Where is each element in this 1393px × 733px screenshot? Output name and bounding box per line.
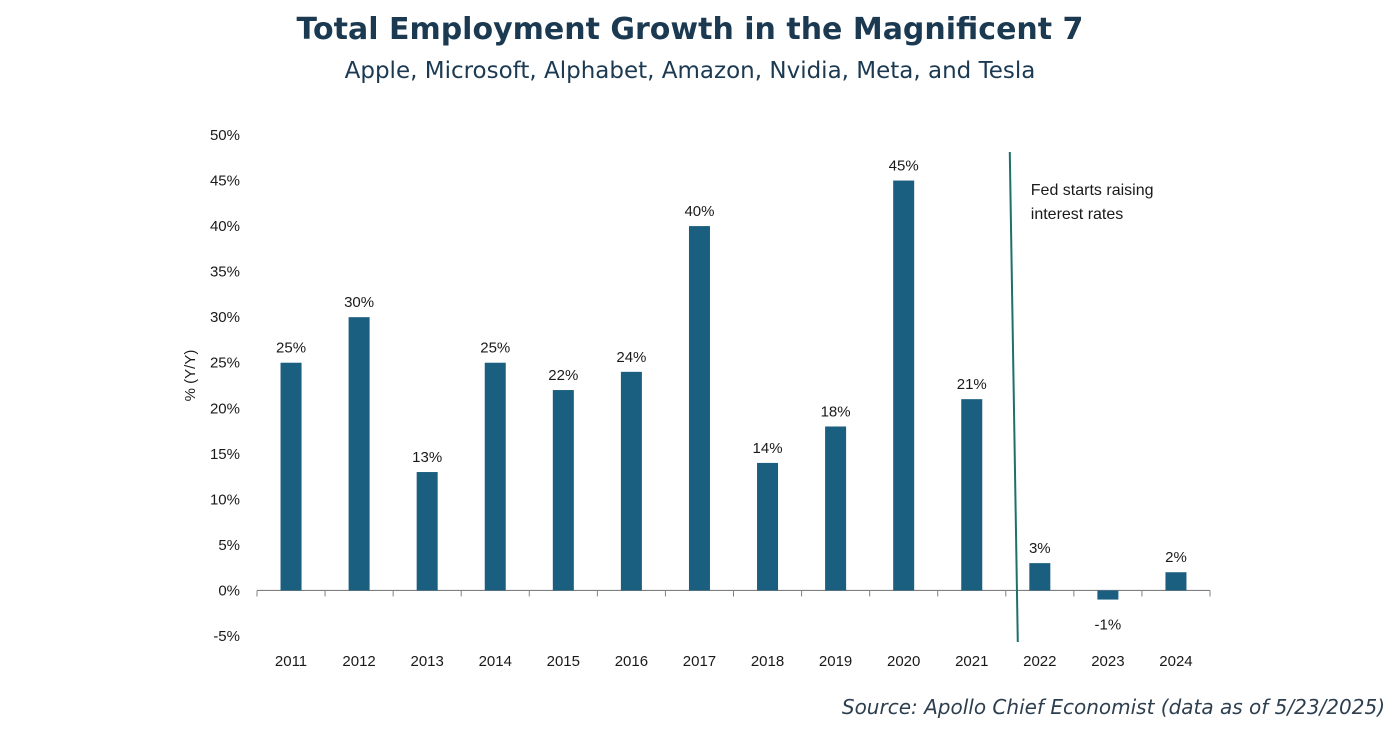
x-tick-label-2014: 2014 xyxy=(479,653,512,670)
bar-2018 xyxy=(757,462,779,591)
data-label-2015: 22% xyxy=(548,367,578,384)
bar-2015 xyxy=(552,390,574,591)
data-label-2012: 30% xyxy=(344,294,374,311)
bar-2022 xyxy=(1029,563,1051,591)
y-tick-label: 5% xyxy=(218,537,240,554)
data-label-2014: 25% xyxy=(480,340,510,357)
y-axis-label: % (Y/Y) xyxy=(182,350,199,402)
x-tick-label-2021: 2021 xyxy=(955,653,988,670)
annotation-text-line: interest rates xyxy=(1031,206,1123,223)
bar-2013 xyxy=(416,472,438,591)
bar-2014 xyxy=(484,362,506,591)
data-label-2016: 24% xyxy=(616,349,646,366)
bar-2024 xyxy=(1165,572,1187,591)
y-tick-label: 10% xyxy=(210,491,240,508)
y-tick-label: 0% xyxy=(218,582,240,599)
data-label-2011: 25% xyxy=(276,340,306,357)
x-tick-label-2013: 2013 xyxy=(410,653,443,670)
data-label-2021: 21% xyxy=(957,376,987,393)
y-tick-label: -5% xyxy=(213,628,240,645)
x-tick-label-2023: 2023 xyxy=(1091,653,1124,670)
x-tick-label-2024: 2024 xyxy=(1159,653,1192,670)
x-tick-label-2012: 2012 xyxy=(342,653,375,670)
data-label-2013: 13% xyxy=(412,449,442,466)
data-label-2020: 45% xyxy=(889,158,919,175)
chart-subtitle: Apple, Microsoft, Alphabet, Amazon, Nvid… xyxy=(344,58,1036,84)
annotation-text-line: Fed starts raising xyxy=(1031,182,1154,199)
fed-rate-hike-line xyxy=(1008,151,1019,643)
y-tick-label: 45% xyxy=(210,173,240,190)
bar-2012 xyxy=(348,317,370,591)
y-tick-label: 30% xyxy=(210,309,240,326)
chart-title: Total Employment Growth in the Magnifice… xyxy=(296,12,1084,47)
source-note: Source: Apollo Chief Economist (data as … xyxy=(841,695,1385,719)
data-label-2019: 18% xyxy=(821,403,851,420)
data-label-2023: -1% xyxy=(1095,617,1122,634)
data-label-2024: 2% xyxy=(1165,549,1187,566)
y-tick-label: 35% xyxy=(210,264,240,281)
data-label-2022: 3% xyxy=(1029,540,1051,557)
bar-2011 xyxy=(280,362,302,591)
bar-2019 xyxy=(825,426,847,591)
x-tick-label-2020: 2020 xyxy=(887,653,920,670)
x-tick-label-2018: 2018 xyxy=(751,653,784,670)
y-tick-label: 50% xyxy=(210,127,240,144)
y-tick-label: 20% xyxy=(210,400,240,417)
x-tick-label-2019: 2019 xyxy=(819,653,852,670)
bar-2017 xyxy=(688,226,710,591)
bar-2020 xyxy=(893,180,915,591)
bar-2023 xyxy=(1097,590,1119,600)
y-tick-label: 15% xyxy=(210,446,240,463)
x-tick-label-2015: 2015 xyxy=(547,653,580,670)
bar-2021 xyxy=(961,399,983,591)
bar-2016 xyxy=(620,371,642,591)
y-tick-label: 25% xyxy=(210,355,240,372)
data-label-2017: 40% xyxy=(684,203,714,220)
x-tick-label-2017: 2017 xyxy=(683,653,716,670)
x-tick-label-2011: 2011 xyxy=(275,653,307,670)
x-tick-label-2022: 2022 xyxy=(1023,653,1056,670)
x-tick-label-2016: 2016 xyxy=(615,653,648,670)
data-label-2018: 14% xyxy=(753,440,783,457)
y-tick-label: 40% xyxy=(210,218,240,235)
